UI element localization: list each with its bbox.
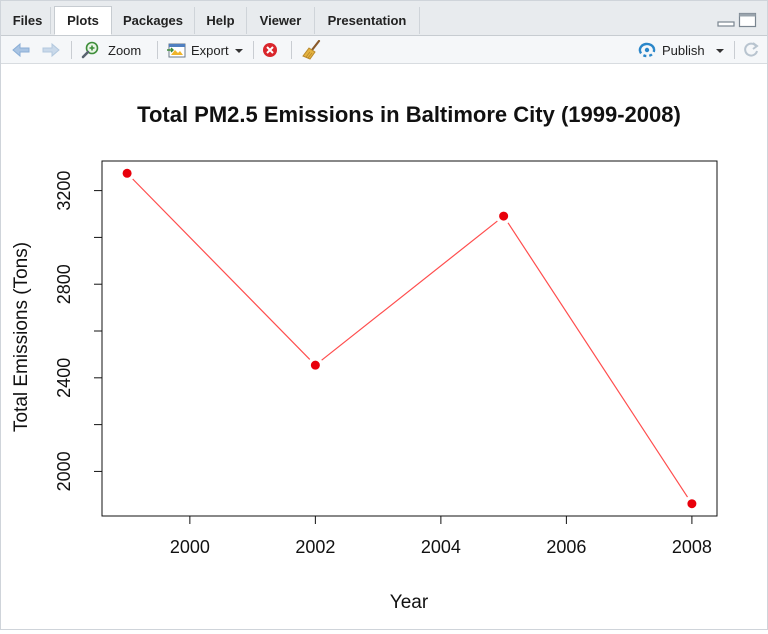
tab-packages[interactable]: Packages bbox=[112, 7, 195, 34]
data-point bbox=[687, 499, 697, 509]
y-tick-label: 3200 bbox=[54, 171, 74, 211]
y-tick-label: 2000 bbox=[54, 451, 74, 491]
series-line-segment bbox=[132, 178, 311, 360]
data-point bbox=[122, 168, 132, 178]
axes: 2000 2002 2004 2006 2008 2000 2400 2800 3200 bbox=[54, 171, 712, 557]
x-tick-label: 2000 bbox=[170, 537, 210, 557]
x-tick-label: 2006 bbox=[546, 537, 586, 557]
tab-plots[interactable]: Plots bbox=[54, 6, 112, 35]
refresh-icon[interactable] bbox=[742, 39, 762, 61]
plot-frame bbox=[101, 160, 718, 517]
plot-toolbar: Zoom Export bbox=[1, 36, 767, 64]
series-line-segment bbox=[507, 222, 689, 498]
zoom-button[interactable]: Zoom bbox=[81, 39, 141, 61]
y-axis-label: Total Emissions (Tons) bbox=[11, 242, 32, 432]
line-chart: Total PM2.5 Emissions in Baltimore City … bbox=[11, 102, 718, 613]
x-tick-label: 2004 bbox=[421, 537, 461, 557]
tab-presentation[interactable]: Presentation bbox=[315, 7, 420, 34]
chevron-down-icon bbox=[234, 49, 243, 53]
data-point bbox=[310, 360, 320, 370]
remove-plot-icon[interactable] bbox=[262, 39, 280, 61]
series bbox=[122, 168, 697, 509]
x-tick-label: 2002 bbox=[295, 537, 335, 557]
series-line-segment bbox=[321, 220, 498, 361]
publish-label: Publish bbox=[662, 42, 705, 58]
zoom-icon bbox=[81, 41, 101, 59]
export-icon bbox=[167, 41, 187, 59]
chart-title: Total PM2.5 Emissions in Baltimore City … bbox=[137, 102, 681, 127]
x-axis-label: Year bbox=[390, 592, 429, 613]
export-button[interactable]: Export bbox=[167, 39, 243, 61]
x-tick-label: 2008 bbox=[672, 537, 712, 557]
maximize-pane-icon[interactable] bbox=[738, 12, 758, 28]
chevron-down-icon bbox=[715, 49, 724, 53]
broom-icon[interactable] bbox=[301, 39, 323, 61]
tab-bar: Files Plots Packages Help Viewer Present… bbox=[1, 1, 767, 36]
tab-help[interactable]: Help bbox=[195, 7, 247, 34]
publish-icon bbox=[637, 42, 657, 58]
y-tick-label: 2400 bbox=[54, 358, 74, 398]
plot-area: Total PM2.5 Emissions in Baltimore City … bbox=[1, 64, 767, 629]
minimize-pane-icon[interactable] bbox=[717, 12, 735, 28]
arrow-right-icon[interactable] bbox=[41, 39, 63, 61]
export-label: Export bbox=[191, 42, 229, 58]
zoom-label: Zoom bbox=[108, 42, 142, 58]
publish-button[interactable]: Publish bbox=[637, 39, 724, 61]
data-point bbox=[499, 211, 509, 221]
tab-viewer[interactable]: Viewer bbox=[247, 7, 315, 34]
arrow-left-icon[interactable] bbox=[11, 39, 33, 61]
y-tick-label: 2800 bbox=[54, 264, 74, 304]
tab-files[interactable]: Files bbox=[5, 7, 51, 34]
